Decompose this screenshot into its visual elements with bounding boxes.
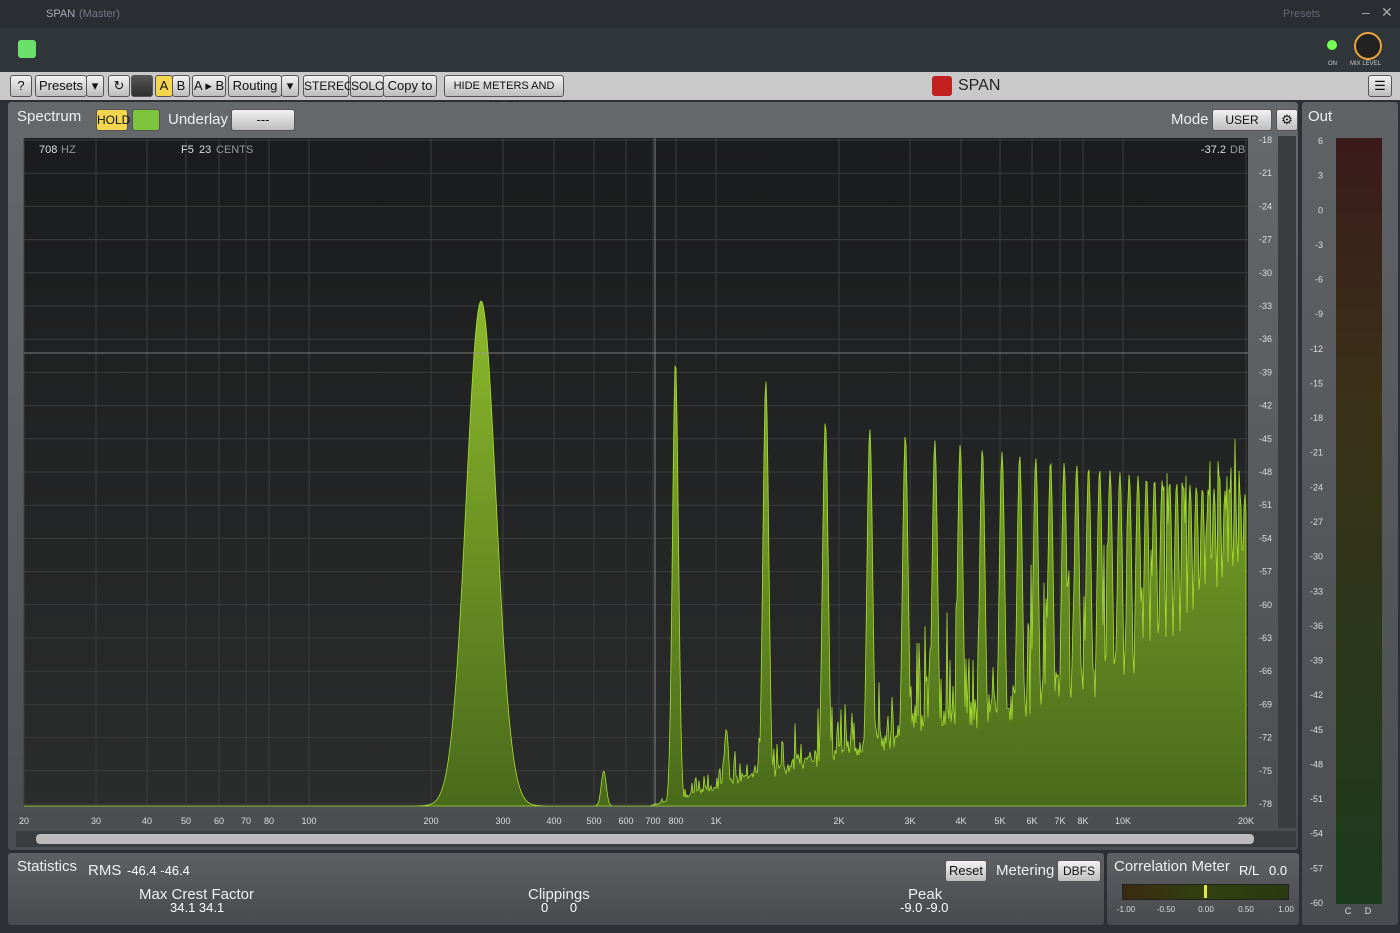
on-label: ON <box>1328 61 1337 67</box>
routing-dropdown[interactable]: ▾ <box>281 75 299 97</box>
b-button[interactable]: B <box>172 75 190 97</box>
brand-logo <box>932 76 952 96</box>
rms-values: -46.4 -46.4 <box>127 863 190 878</box>
peak-values: -9.0 -9.0 <box>900 900 949 915</box>
color-button[interactable] <box>132 109 160 131</box>
a-button[interactable]: A <box>155 75 173 97</box>
out-label: Out <box>1308 108 1333 125</box>
rms-label: RMS <box>88 862 122 879</box>
peak-label: Peak <box>908 886 943 903</box>
underlay-label: Underlay <box>168 111 229 128</box>
solo-button[interactable]: SOLO <box>350 75 384 97</box>
presets-link[interactable]: Presets <box>1283 8 1321 20</box>
ab-button[interactable]: A ▸ B <box>192 75 226 97</box>
out-panel <box>1302 102 1398 925</box>
stats-panel <box>8 853 1104 925</box>
correlation-indicator <box>1204 885 1207 898</box>
reset-stats-button[interactable]: Reset <box>945 860 987 882</box>
plugin-icon[interactable] <box>18 40 36 58</box>
reset-button[interactable]: ↻ <box>108 75 130 97</box>
header: ON MIX LEVEL <box>0 28 1400 72</box>
underlay-select[interactable]: --- <box>231 109 295 131</box>
crest-values: 34.1 34.1 <box>170 900 225 915</box>
spectrum-label: Spectrum <box>17 108 82 125</box>
copy-button[interactable]: Copy to <box>383 75 437 97</box>
spectrum-panel <box>8 102 1298 850</box>
presets-dropdown[interactable]: ▾ <box>86 75 104 97</box>
settings-button[interactable]: ⚙ <box>1276 109 1298 131</box>
on-led[interactable] <box>1327 40 1337 50</box>
metering-label: Metering <box>996 862 1055 879</box>
rl-value: 0.0 <box>1269 863 1288 878</box>
help-button[interactable]: ? <box>10 75 32 97</box>
crest-label: Max Crest Factor <box>139 886 255 903</box>
brand-name: SPAN <box>958 77 1001 94</box>
close[interactable]: ✕ <box>1381 4 1393 20</box>
stats-label: Statistics <box>17 858 78 875</box>
correlation-label: Correlation Meter <box>1114 858 1230 875</box>
hide-button[interactable]: HIDE METERS AND STATS <box>444 75 564 112</box>
window-title: SPAN <box>46 8 76 20</box>
stereo-button[interactable]: STEREO <box>303 75 353 97</box>
mix-label: MIX LEVEL <box>1350 61 1382 67</box>
mix-knob[interactable] <box>1354 32 1382 60</box>
clippings-label: Clippings <box>528 886 590 903</box>
hold-button[interactable]: HOLD <box>96 109 130 131</box>
metering-select[interactable]: DBFS <box>1057 860 1101 882</box>
menu-button[interactable]: ☰ <box>1368 75 1392 97</box>
mode-select[interactable]: USER <box>1212 109 1272 131</box>
bypass-button[interactable] <box>131 75 153 97</box>
routing-button[interactable]: Routing <box>228 75 282 97</box>
window-subtitle: (Master) <box>79 8 120 20</box>
clip-values: 0 0 <box>541 900 578 915</box>
minimize[interactable]: – <box>1362 4 1370 20</box>
rl-label: R/L <box>1239 863 1260 878</box>
presets-button[interactable]: Presets <box>35 75 87 97</box>
mode-label: Mode <box>1171 111 1209 128</box>
title-bar: SPAN (Master) Presets – ✕ <box>0 0 1400 28</box>
